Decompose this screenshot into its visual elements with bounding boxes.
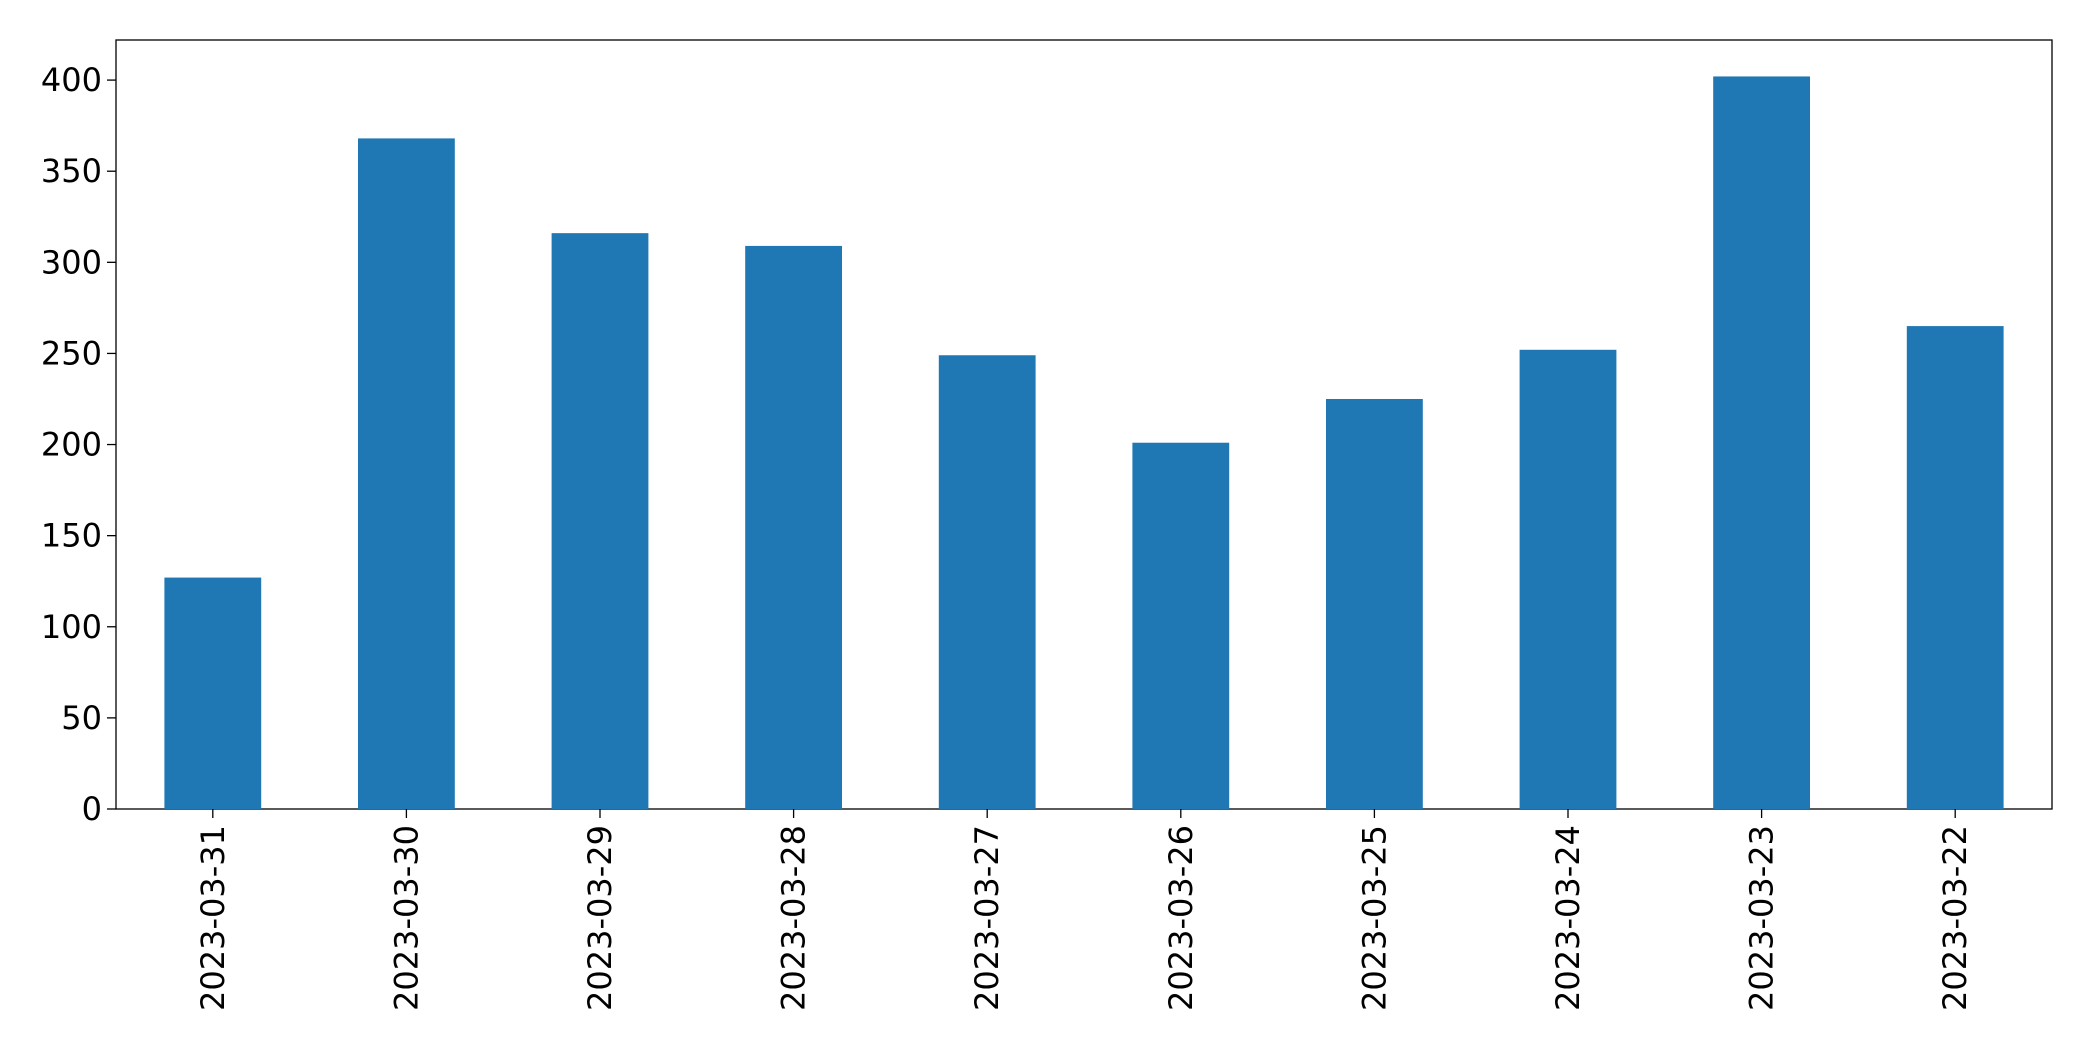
x-tick-label: 2023-03-27 xyxy=(968,825,1006,1011)
x-tick-label: 2023-03-30 xyxy=(387,825,425,1011)
y-tick-label: 350 xyxy=(41,152,102,190)
y-tick-label: 300 xyxy=(41,243,102,281)
y-tick-label: 250 xyxy=(41,334,102,372)
x-tick-label: 2023-03-28 xyxy=(775,825,813,1011)
y-tick-label: 0 xyxy=(82,790,102,828)
bar xyxy=(551,233,649,809)
bar xyxy=(1326,398,1423,809)
y-tick-label: 100 xyxy=(41,608,102,646)
bar xyxy=(164,577,262,809)
y-tick-label: 200 xyxy=(41,426,102,464)
y-tick-label: 400 xyxy=(41,61,102,99)
bar xyxy=(1713,76,1810,809)
bar xyxy=(1906,326,2004,809)
x-tick-label: 2023-03-24 xyxy=(1549,825,1587,1011)
x-tick-label: 2023-03-29 xyxy=(581,825,619,1011)
x-tick-label: 2023-03-23 xyxy=(1743,825,1781,1011)
x-tick-label: 2023-03-26 xyxy=(1162,825,1200,1011)
bar xyxy=(358,138,455,810)
bar xyxy=(745,245,842,810)
y-tick-label: 150 xyxy=(41,517,102,555)
plot-frame xyxy=(115,39,2053,810)
bar xyxy=(938,355,1036,809)
bar xyxy=(1519,349,1617,809)
x-tick-label: 2023-03-22 xyxy=(1936,825,1974,1011)
bar xyxy=(1132,442,1230,809)
x-tick-label: 2023-03-31 xyxy=(194,825,232,1011)
x-tick-label: 2023-03-25 xyxy=(1355,825,1393,1011)
y-tick-label: 50 xyxy=(61,699,102,737)
